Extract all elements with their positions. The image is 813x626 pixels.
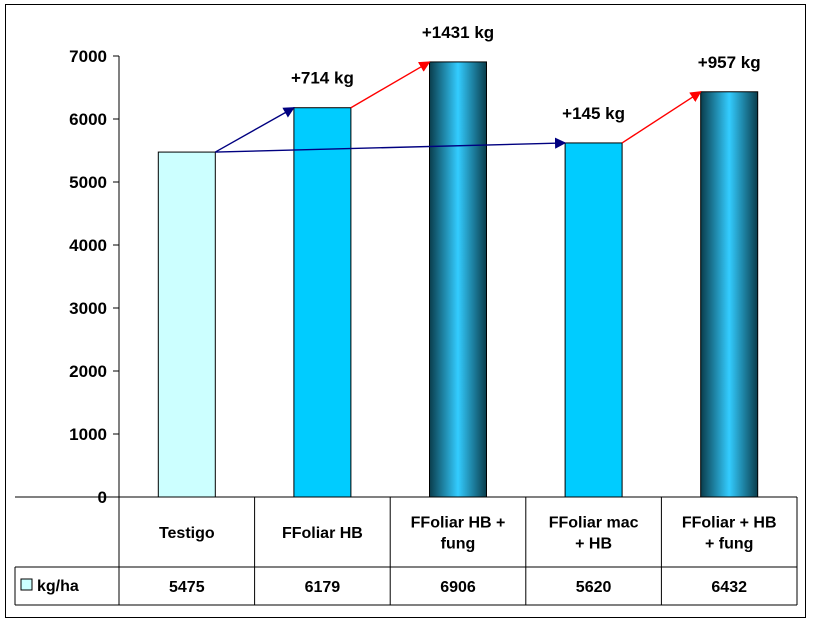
legend-label: kg/ha xyxy=(37,578,79,595)
table-value: 6432 xyxy=(711,579,747,596)
y-tick-label: 7000 xyxy=(69,47,107,66)
change-annotation: +1431 kg xyxy=(422,23,494,42)
category-label: FFoliar HB xyxy=(282,525,363,542)
category-label: FFoliar mac xyxy=(549,515,639,532)
category-label: FFoliar HB + xyxy=(411,515,506,532)
y-tick-label: 1000 xyxy=(69,425,107,444)
category-label: + fung xyxy=(705,536,753,553)
legend-key xyxy=(20,578,33,591)
change-annotation: +714 kg xyxy=(291,69,354,88)
category-label: FFoliar + HB xyxy=(682,515,777,532)
change-arrow xyxy=(350,61,431,109)
category-label: fung xyxy=(441,536,476,553)
category-label: + HB xyxy=(575,536,612,553)
change-arrow xyxy=(621,91,702,144)
y-tick-label: 5000 xyxy=(69,173,107,192)
y-tick-label: 6000 xyxy=(69,110,107,129)
category-label: Testigo xyxy=(159,525,215,542)
chart-frame xyxy=(5,4,806,618)
bar xyxy=(564,142,623,498)
change-arrow xyxy=(214,107,295,153)
bar xyxy=(293,107,352,498)
y-tick-label: 3000 xyxy=(69,299,107,318)
y-tick-label: 4000 xyxy=(69,236,107,255)
bar xyxy=(700,91,759,498)
bar xyxy=(157,151,216,498)
table-value: 6179 xyxy=(305,579,341,596)
table-value: 6906 xyxy=(440,579,476,596)
bar xyxy=(429,61,487,498)
change-annotation: +145 kg xyxy=(562,104,625,123)
change-arrow xyxy=(215,137,567,153)
table-value: 5475 xyxy=(169,579,205,596)
table-value: 5620 xyxy=(576,579,612,596)
change-annotation: +957 kg xyxy=(698,53,761,72)
y-tick-label: 2000 xyxy=(69,362,107,381)
